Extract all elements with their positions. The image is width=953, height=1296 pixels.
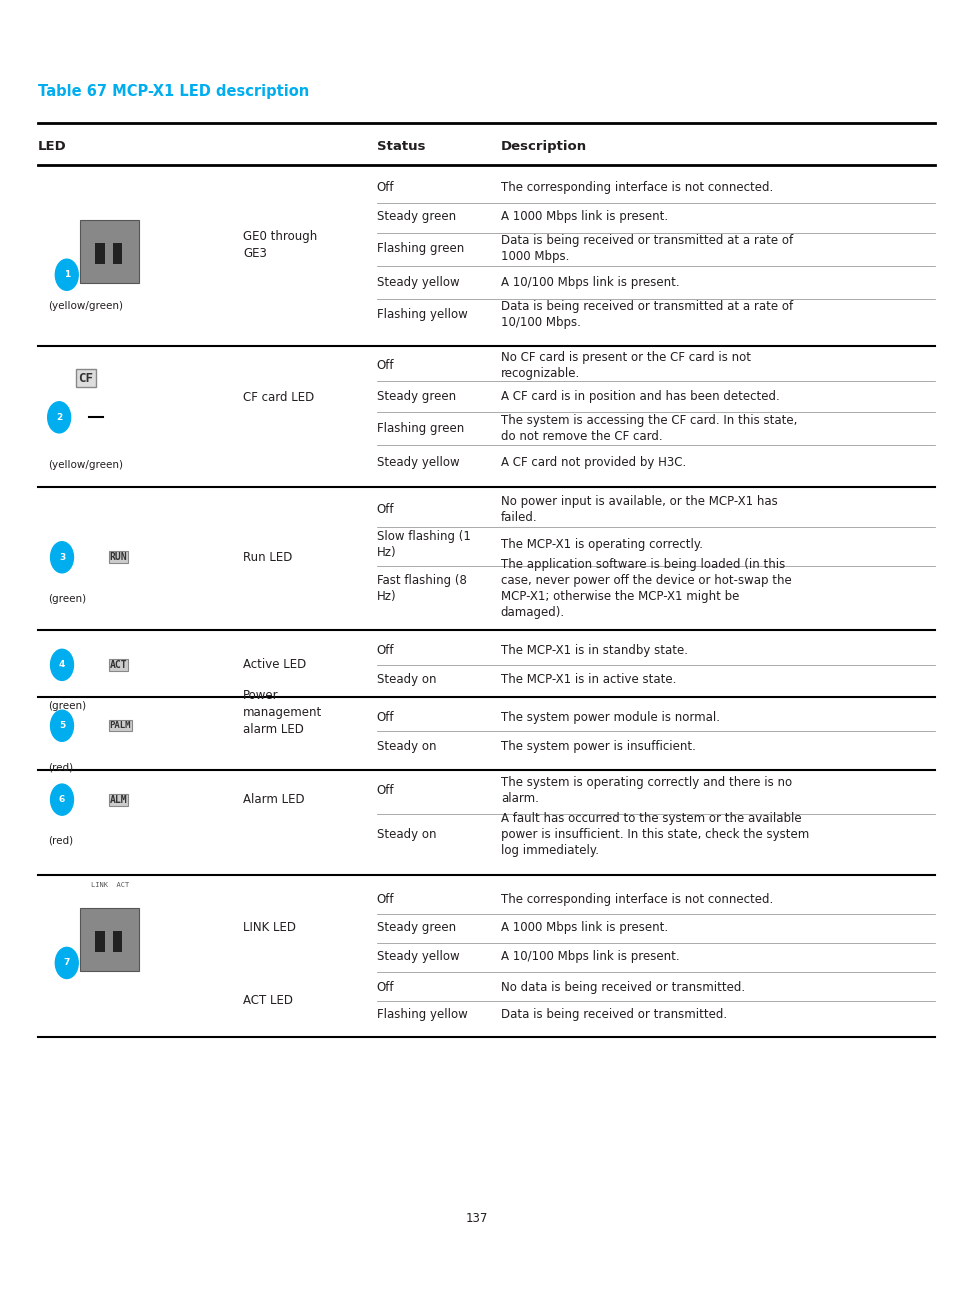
Circle shape — [55, 947, 78, 978]
Text: The system power module is normal.: The system power module is normal. — [500, 712, 720, 724]
Text: Off: Off — [376, 181, 394, 194]
Text: The application software is being loaded (in this
case, never power off the devi: The application software is being loaded… — [500, 557, 791, 619]
Text: Off: Off — [376, 712, 394, 724]
Text: Off: Off — [376, 503, 394, 516]
Text: Flashing green: Flashing green — [376, 422, 463, 435]
Text: LINK LED: LINK LED — [243, 921, 296, 934]
Circle shape — [55, 259, 78, 290]
Text: No data is being received or transmitted.: No data is being received or transmitted… — [500, 981, 744, 994]
Text: Steady green: Steady green — [376, 921, 456, 934]
Text: 2: 2 — [56, 413, 62, 421]
Text: The MCP-X1 is in active state.: The MCP-X1 is in active state. — [500, 673, 676, 686]
Text: A 10/100 Mbps link is present.: A 10/100 Mbps link is present. — [500, 950, 679, 963]
Text: The corresponding interface is not connected.: The corresponding interface is not conne… — [500, 181, 772, 194]
Text: 1: 1 — [64, 271, 70, 279]
Text: Steady yellow: Steady yellow — [376, 456, 459, 469]
Text: A 10/100 Mbps link is present.: A 10/100 Mbps link is present. — [500, 276, 679, 289]
Text: LINK  ACT: LINK ACT — [91, 883, 129, 888]
Circle shape — [51, 784, 73, 815]
Text: ACT LED: ACT LED — [243, 994, 293, 1007]
Text: Steady on: Steady on — [376, 740, 436, 753]
Text: (green): (green) — [48, 701, 86, 712]
Circle shape — [51, 542, 73, 573]
Text: 3: 3 — [59, 553, 65, 561]
Text: Steady green: Steady green — [376, 390, 456, 403]
Text: Steady on: Steady on — [376, 828, 436, 841]
Text: No CF card is present or the CF card is not
recognizable.: No CF card is present or the CF card is … — [500, 351, 750, 380]
Text: The system is operating correctly and there is no
alarm.: The system is operating correctly and th… — [500, 776, 791, 805]
FancyBboxPatch shape — [80, 220, 139, 283]
Text: Fast flashing (8
Hz): Fast flashing (8 Hz) — [376, 574, 466, 603]
Text: CF: CF — [78, 372, 93, 385]
Text: Off: Off — [376, 644, 394, 657]
Text: Flashing green: Flashing green — [376, 242, 463, 255]
Text: GE0 through
GE3: GE0 through GE3 — [243, 229, 317, 260]
Text: (red): (red) — [48, 762, 72, 772]
Circle shape — [48, 402, 71, 433]
Circle shape — [51, 649, 73, 680]
Text: 7: 7 — [64, 959, 70, 967]
Text: The corresponding interface is not connected.: The corresponding interface is not conne… — [500, 893, 772, 906]
Text: Description: Description — [500, 140, 586, 153]
Text: Off: Off — [376, 784, 394, 797]
Text: Status: Status — [376, 140, 425, 153]
Text: No power input is available, or the MCP-X1 has
failed.: No power input is available, or the MCP-… — [500, 495, 777, 524]
FancyBboxPatch shape — [80, 908, 139, 971]
Text: A fault has occurred to the system or the available
power is insufficient. In th: A fault has occurred to the system or th… — [500, 813, 808, 857]
Text: The MCP-X1 is operating correctly.: The MCP-X1 is operating correctly. — [500, 538, 702, 551]
Text: Flashing yellow: Flashing yellow — [376, 1008, 467, 1021]
Text: RUN: RUN — [110, 552, 127, 562]
Text: 5: 5 — [59, 722, 65, 730]
Bar — [112, 244, 122, 264]
Text: 137: 137 — [465, 1212, 488, 1225]
Text: (yellow/green): (yellow/green) — [48, 460, 123, 470]
Text: Data is being received or transmitted at a rate of
1000 Mbps.: Data is being received or transmitted at… — [500, 235, 792, 263]
Text: (red): (red) — [48, 836, 72, 846]
Text: A 1000 Mbps link is present.: A 1000 Mbps link is present. — [500, 210, 667, 223]
Circle shape — [51, 710, 73, 741]
Bar — [95, 244, 105, 264]
Text: Off: Off — [376, 981, 394, 994]
Text: Steady yellow: Steady yellow — [376, 950, 459, 963]
Text: Off: Off — [376, 359, 394, 372]
Text: PALM: PALM — [110, 722, 132, 730]
Text: A CF card not provided by H3C.: A CF card not provided by H3C. — [500, 456, 685, 469]
Text: A CF card is in position and has been detected.: A CF card is in position and has been de… — [500, 390, 779, 403]
Text: 4: 4 — [59, 661, 65, 669]
Text: 6: 6 — [59, 796, 65, 804]
Text: LED: LED — [38, 140, 67, 153]
Text: (yellow/green): (yellow/green) — [48, 301, 123, 311]
Text: Steady yellow: Steady yellow — [376, 276, 459, 289]
Text: Slow flashing (1
Hz): Slow flashing (1 Hz) — [376, 530, 470, 559]
Text: Alarm LED: Alarm LED — [243, 793, 305, 806]
Text: Steady on: Steady on — [376, 673, 436, 686]
Text: The MCP-X1 is in standby state.: The MCP-X1 is in standby state. — [500, 644, 687, 657]
Text: Active LED: Active LED — [243, 658, 306, 671]
Text: ALM: ALM — [110, 794, 127, 805]
Text: CF card LED: CF card LED — [243, 391, 314, 404]
Text: Data is being received or transmitted.: Data is being received or transmitted. — [500, 1008, 726, 1021]
Text: ACT: ACT — [110, 660, 127, 670]
Text: The system is accessing the CF card. In this state,
do not remove the CF card.: The system is accessing the CF card. In … — [500, 415, 797, 443]
Text: Table 67 MCP-X1 LED description: Table 67 MCP-X1 LED description — [38, 84, 309, 100]
Bar — [95, 932, 105, 953]
Text: Off: Off — [376, 893, 394, 906]
Bar — [112, 932, 122, 953]
Text: Run LED: Run LED — [243, 551, 293, 564]
Text: Steady green: Steady green — [376, 210, 456, 223]
Text: The system power is insufficient.: The system power is insufficient. — [500, 740, 695, 753]
Text: Data is being received or transmitted at a rate of
10/100 Mbps.: Data is being received or transmitted at… — [500, 301, 792, 329]
Text: (green): (green) — [48, 594, 86, 604]
Text: Flashing yellow: Flashing yellow — [376, 308, 467, 321]
Text: Power
management
alarm LED: Power management alarm LED — [243, 689, 322, 736]
Text: A 1000 Mbps link is present.: A 1000 Mbps link is present. — [500, 921, 667, 934]
